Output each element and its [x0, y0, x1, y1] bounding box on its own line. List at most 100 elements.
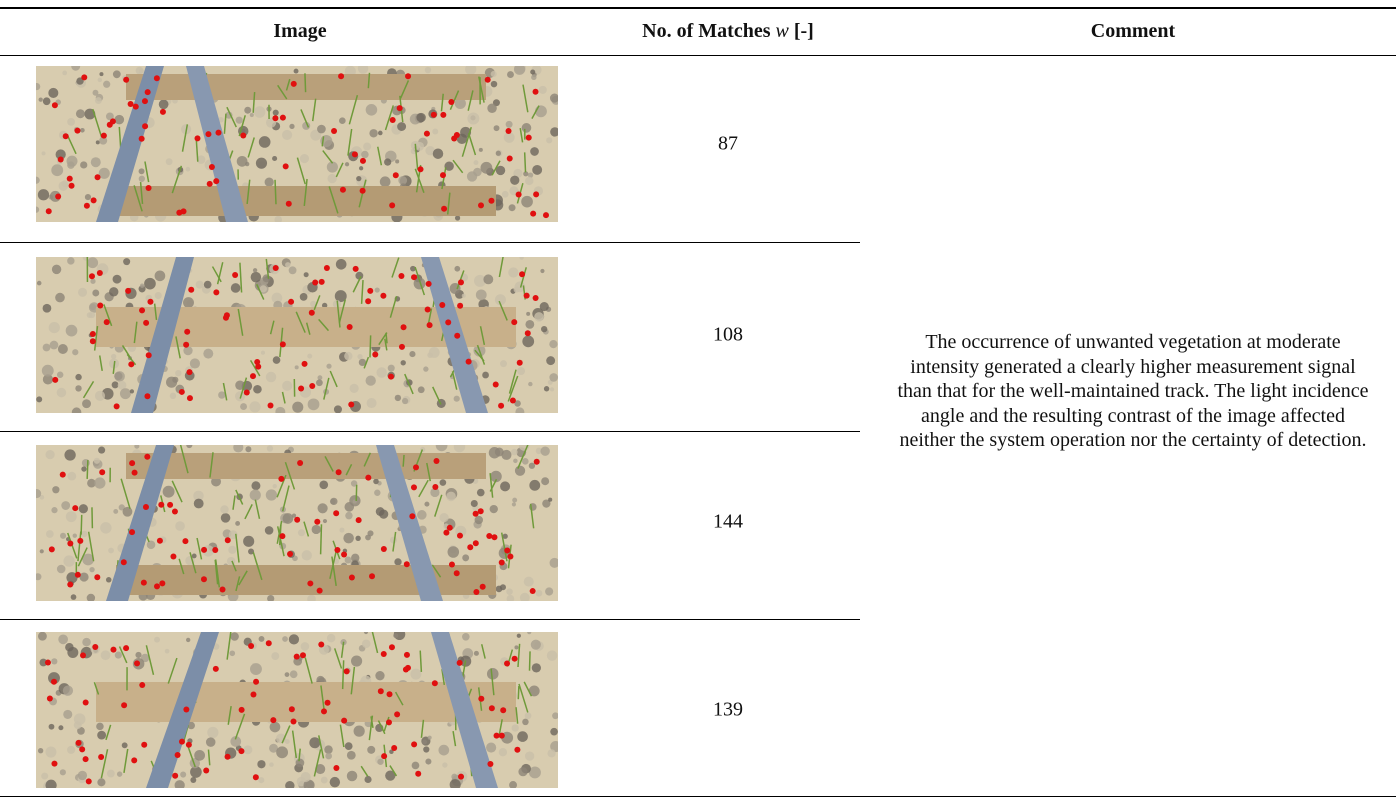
gravel [257, 760, 266, 769]
gravel [539, 302, 549, 312]
grass [235, 576, 241, 592]
match-dot [145, 184, 152, 191]
grass [186, 744, 196, 768]
grass [276, 474, 287, 498]
grass [446, 192, 451, 215]
gravel [65, 324, 78, 337]
gravel [482, 371, 489, 379]
gravel [439, 479, 447, 486]
match-dot [458, 773, 465, 780]
gravel [94, 390, 106, 401]
grass [479, 326, 486, 346]
match-dot [249, 373, 256, 380]
gravel [38, 632, 47, 641]
match-dot [430, 111, 437, 118]
gravel [475, 289, 487, 301]
gravel [97, 778, 106, 787]
gravel [417, 386, 425, 394]
gravel [112, 274, 122, 284]
match-dot [77, 537, 84, 544]
matches: 144 [713, 510, 743, 533]
match-dot [82, 756, 89, 763]
grass [392, 531, 397, 552]
match-dot [248, 643, 255, 650]
grass [418, 479, 429, 498]
header-image: Image [273, 20, 327, 42]
match-dot [113, 403, 120, 410]
gravel [327, 173, 337, 184]
match-dot [159, 580, 166, 587]
gravel [398, 176, 408, 185]
match-dot [140, 579, 147, 586]
match-dot [492, 381, 499, 388]
match-dot [387, 373, 394, 380]
match-dot [141, 98, 148, 105]
gravel [344, 351, 353, 361]
gravel [61, 180, 69, 188]
match-dot [238, 706, 245, 713]
gravel [118, 504, 125, 511]
match-dot [514, 746, 521, 753]
match-dot [380, 650, 387, 657]
gravel [97, 730, 107, 740]
gravel [41, 772, 49, 780]
match-dot [348, 574, 355, 581]
grass [491, 160, 501, 176]
grass [133, 185, 143, 212]
match-dot [75, 739, 82, 746]
match-dot [138, 135, 145, 142]
gravel [379, 176, 391, 188]
gravel [473, 650, 479, 656]
gravel [249, 489, 261, 501]
gravel [365, 534, 371, 541]
grass [120, 478, 131, 509]
match-dot [355, 517, 362, 524]
gravel [250, 271, 262, 283]
gravel [461, 293, 466, 298]
sleeper [96, 682, 516, 722]
gravel [303, 272, 309, 278]
match-dot [97, 302, 104, 309]
gravel [495, 150, 501, 156]
grass [112, 360, 116, 374]
grass [363, 452, 372, 467]
grass [377, 720, 386, 735]
gravel [41, 364, 54, 377]
gravel [363, 632, 369, 635]
match-dot [405, 73, 412, 80]
grass [523, 681, 533, 697]
gravel [510, 175, 520, 185]
match-dot [287, 550, 294, 557]
gravel [230, 283, 241, 293]
gravel [114, 651, 122, 659]
gravel [269, 743, 278, 753]
grass [216, 262, 224, 285]
gravel [413, 277, 426, 290]
gravel [284, 739, 290, 745]
match-dot [511, 319, 518, 326]
gravel [66, 572, 78, 584]
match-dot [467, 544, 474, 551]
match-dot [333, 764, 340, 771]
gravel [203, 348, 214, 359]
gravel [542, 499, 551, 508]
grass [467, 90, 474, 111]
gravel [45, 779, 57, 788]
match-dot [142, 123, 149, 130]
sleeper [126, 453, 486, 479]
match-dot [367, 287, 374, 294]
grass [489, 478, 498, 492]
header-unit: [-] [793, 20, 814, 42]
match-dot [174, 751, 181, 758]
match-dot [74, 127, 81, 134]
gravel [39, 658, 48, 667]
gravel [549, 557, 558, 568]
match-dot [215, 129, 222, 136]
gravel [48, 672, 60, 684]
grass [340, 641, 345, 658]
match-dot [103, 319, 110, 326]
grass [507, 375, 519, 402]
match-dot [243, 389, 250, 396]
grass [441, 669, 446, 686]
match-dot [298, 385, 305, 392]
